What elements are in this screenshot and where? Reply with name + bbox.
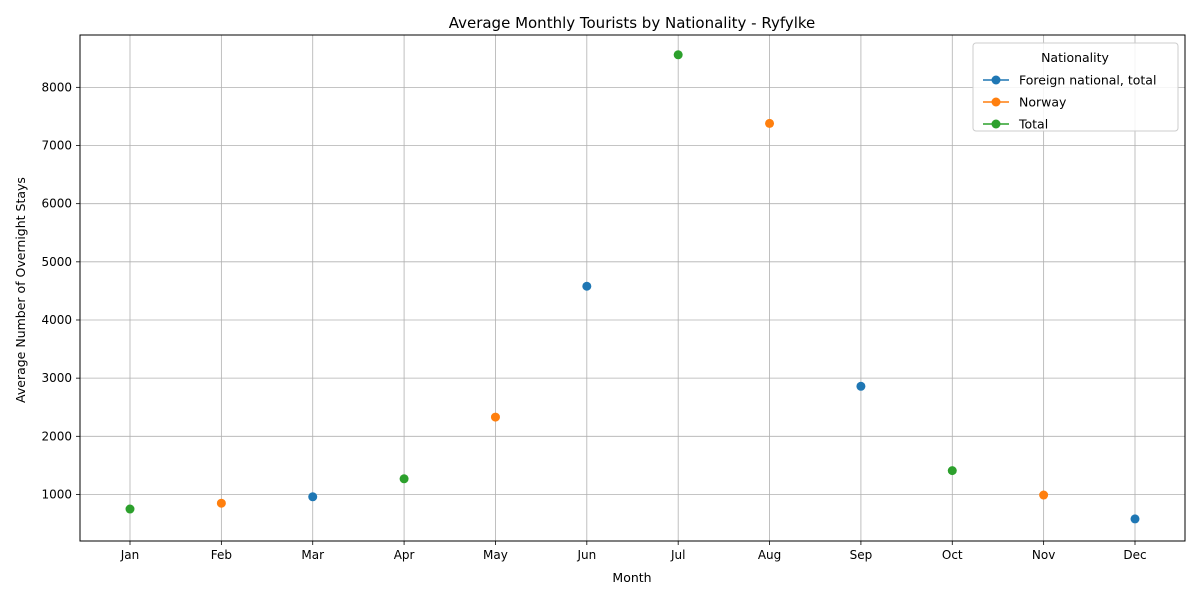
- data-point: [765, 118, 775, 128]
- legend-marker: [991, 75, 1001, 85]
- legend-label: Foreign national, total: [1019, 73, 1156, 88]
- data-point: [856, 381, 866, 391]
- x-tick-label: Nov: [1032, 548, 1055, 562]
- x-tick-label: Jul: [670, 548, 685, 562]
- x-tick-label: Sep: [850, 548, 873, 562]
- plot-area-frame: [79, 34, 1186, 542]
- legend: Nationality Foreign national, total Norwa…: [972, 42, 1179, 132]
- x-tick-label: Oct: [942, 548, 963, 562]
- y-tick-label: 4000: [41, 313, 72, 327]
- x-tick-label: Mar: [301, 548, 324, 562]
- legend-label: Norway: [1019, 95, 1067, 110]
- x-tick-label: May: [483, 548, 508, 562]
- x-tick-label: Apr: [394, 548, 415, 562]
- data-point: [947, 466, 957, 476]
- chart-title: Average Monthly Tourists by Nationality …: [449, 14, 816, 32]
- data-point: [582, 281, 592, 291]
- data-point: [216, 498, 226, 508]
- legend-marker: [991, 97, 1001, 107]
- y-tick-label: 8000: [41, 80, 72, 94]
- x-tick-label: Jan: [120, 548, 140, 562]
- legend-label: Total: [1018, 117, 1048, 132]
- y-tick-label: 2000: [41, 429, 72, 443]
- data-point: [308, 492, 318, 502]
- legend-marker: [991, 119, 1001, 129]
- x-tick-label: Feb: [211, 548, 232, 562]
- data-point: [1039, 490, 1049, 500]
- y-tick-label: 5000: [41, 255, 72, 269]
- y-axis-label: Average Number of Overnight Stays: [13, 177, 28, 403]
- x-tick-label: Aug: [758, 548, 781, 562]
- axis-ticks: Jan Feb Mar Apr May Jun Jul Aug Sep Oct Nov Dec 1000…: [41, 80, 1146, 562]
- x-tick-label: Jun: [576, 548, 596, 562]
- y-tick-label: 6000: [41, 197, 72, 211]
- y-tick-label: 3000: [41, 371, 72, 385]
- y-tick-label: 7000: [41, 139, 72, 153]
- data-points: [125, 50, 1140, 524]
- data-point: [1130, 514, 1140, 524]
- x-tick-label: Dec: [1123, 548, 1146, 562]
- data-point: [125, 504, 135, 514]
- data-point: [399, 474, 409, 484]
- data-point: [673, 50, 683, 60]
- data-point: [490, 412, 500, 422]
- legend-entries: Foreign national, total Norway Total: [983, 73, 1156, 132]
- x-axis-label: Month: [612, 570, 651, 585]
- y-tick-label: 1000: [41, 487, 72, 501]
- legend-box: [972, 42, 1179, 132]
- legend-title: Nationality: [1041, 50, 1109, 65]
